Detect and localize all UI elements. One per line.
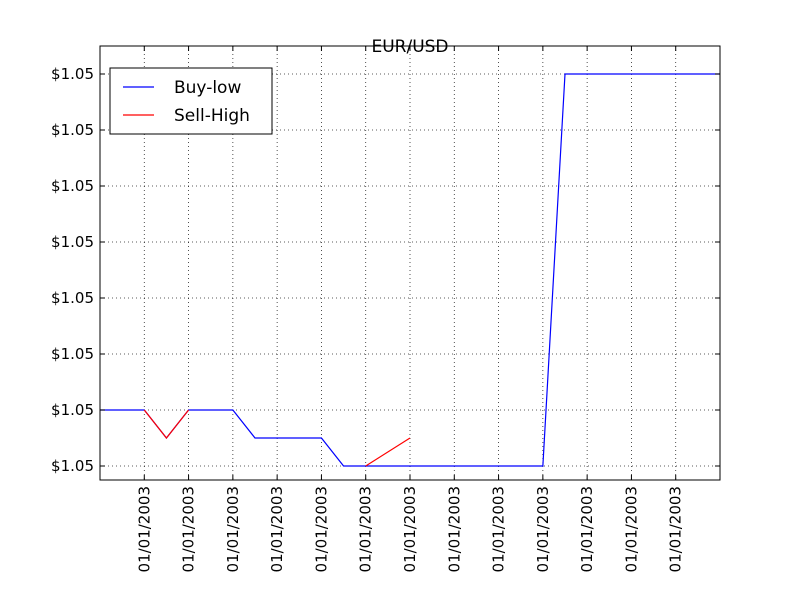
series-line-sell-high [365, 437, 411, 467]
x-tick-label: 01/01/2003 [401, 486, 419, 572]
x-tick-label: 01/01/2003 [312, 486, 330, 572]
legend-box [109, 67, 273, 135]
x-tick-label: 01/01/2003 [667, 486, 685, 572]
x-tick-label: 01/01/2003 [224, 486, 242, 572]
x-tick-label: 01/01/2003 [534, 486, 552, 572]
legend-label-buy-low: Buy-low [174, 78, 241, 98]
y-tick-label: $1.05 [51, 65, 94, 83]
y-tick-label: $1.05 [51, 345, 94, 363]
x-tick-label: 01/01/2003 [180, 486, 198, 572]
x-tick-label: 01/01/2003 [490, 486, 508, 572]
x-tick-label: 01/01/2003 [622, 486, 640, 572]
x-tick-label: 01/01/2003 [268, 486, 286, 572]
series-line-sell-high [143, 409, 190, 439]
x-tick-label: 01/01/2003 [445, 486, 463, 572]
y-tick-label: $1.05 [51, 233, 94, 251]
y-tick-label: $1.05 [51, 289, 94, 307]
legend: Buy-low Sell-High [109, 67, 273, 135]
series-layer [100, 73, 720, 467]
x-tick-label: 01/01/2003 [357, 486, 375, 572]
x-tick-label: 01/01/2003 [578, 486, 596, 572]
y-tick-label: $1.05 [51, 401, 94, 419]
tick-layer: $1.05 $1.05 $1.05 $1.05 $1.05 $1.05 $1.05 $1.05… [51, 46, 720, 572]
legend-label-sell-high: Sell-High [174, 106, 250, 126]
y-tick-label: $1.05 [51, 457, 94, 475]
y-tick-label: $1.05 [51, 177, 94, 195]
x-tick-label: 01/01/2003 [135, 486, 153, 572]
y-tick-label: $1.05 [51, 121, 94, 139]
